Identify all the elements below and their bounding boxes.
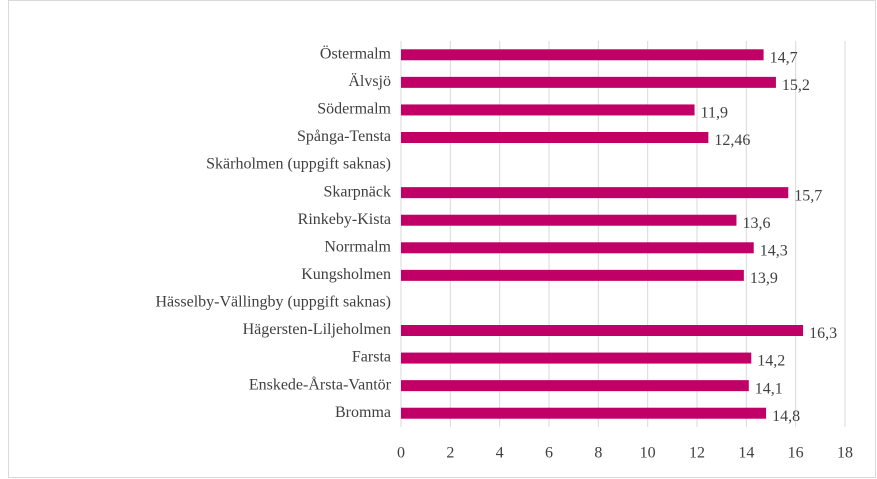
y-tick-label: Hässelby-Vällingby (uppgift saknas): [155, 294, 391, 311]
bar: [401, 214, 737, 226]
x-tick-label: 12: [689, 445, 705, 462]
x-tick-label: 8: [594, 445, 602, 462]
value-label: 16,3: [809, 325, 837, 342]
x-tick-label: 14: [738, 445, 754, 462]
x-tick-label: 2: [446, 445, 454, 462]
y-tick-label: Skärholmen (uppgift saknas): [206, 156, 391, 173]
x-tick-label: 0: [397, 445, 405, 462]
y-tick-label: Rinkeby-Kista: [298, 211, 391, 228]
bar: [401, 407, 767, 419]
x-tick-label: 18: [837, 445, 853, 462]
y-tick-label: Farsta: [352, 349, 391, 366]
bar: [401, 104, 695, 116]
y-tick-label: Östermalm: [320, 44, 392, 62]
bar: [401, 49, 764, 61]
bar: [401, 132, 709, 143]
y-tick-label: Skarpnäck: [323, 183, 391, 200]
y-tick-label: Enskede-Årsta-Vantör: [249, 375, 392, 393]
value-label: 14,3: [760, 242, 788, 259]
value-label: 13,9: [750, 270, 778, 287]
value-label: 14,2: [757, 353, 785, 370]
value-label: 14,7: [770, 49, 798, 66]
y-tick-label: Södermalm: [317, 101, 391, 118]
bar: [401, 269, 744, 281]
y-tick-label: Bromma: [335, 404, 391, 421]
y-tick-label: Hägersten-Liljeholmen: [243, 321, 391, 338]
bar: [401, 187, 789, 199]
bar: [401, 242, 754, 254]
value-label: 15,7: [794, 187, 822, 204]
value-label: 14,1: [755, 380, 783, 397]
value-label: 12,46: [714, 132, 750, 149]
bar: [401, 380, 749, 392]
x-tick-label: 4: [496, 445, 504, 462]
chart-frame: [8, 0, 876, 478]
value-label: 14,8: [772, 408, 800, 425]
value-label: 13,6: [742, 215, 770, 232]
y-tick-label: Spånga-Tensta: [297, 128, 391, 145]
bar: [401, 325, 804, 336]
value-label: 11,9: [701, 105, 728, 122]
x-tick-label: 6: [545, 445, 553, 462]
bar: [401, 352, 752, 364]
y-tick-label: Kungsholmen: [301, 266, 391, 283]
y-tick-label: Norrmalm: [324, 238, 391, 255]
x-tick-label: 16: [788, 445, 804, 462]
y-tick-label: Älvsjö: [348, 72, 391, 90]
value-label: 15,2: [782, 77, 810, 94]
bar: [401, 76, 776, 88]
x-tick-label: 10: [640, 445, 656, 462]
